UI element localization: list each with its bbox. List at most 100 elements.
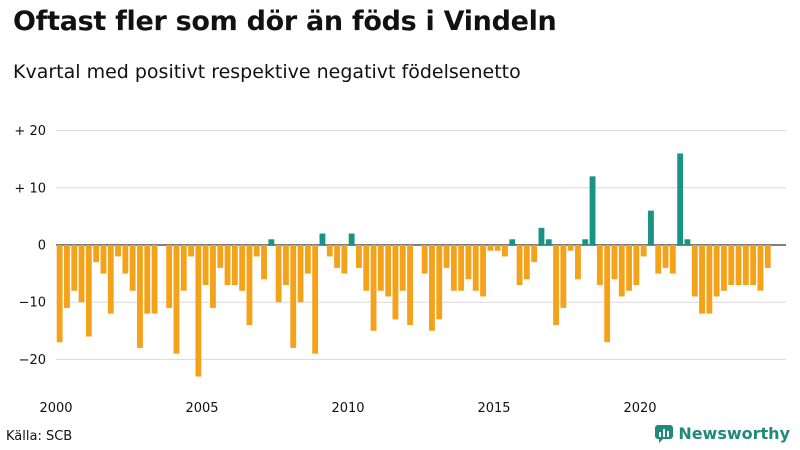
bar [648, 210, 654, 245]
x-tick-label: 2015 [477, 401, 510, 416]
bar [713, 245, 720, 297]
bar [545, 239, 552, 245]
bar [356, 245, 362, 268]
bar [304, 245, 311, 274]
bar [706, 245, 713, 314]
bar [122, 245, 129, 274]
bar [611, 245, 618, 280]
chart-subtitle: Kvartal med positivt respektive negativt… [13, 61, 521, 83]
bar [341, 245, 348, 274]
bar [56, 245, 63, 343]
bar [195, 245, 202, 377]
bar [662, 245, 669, 268]
bar [691, 245, 698, 297]
bar [78, 245, 85, 303]
bar [735, 245, 742, 286]
bar [151, 245, 158, 314]
bar [239, 245, 246, 291]
bar [144, 245, 151, 314]
bar [137, 245, 143, 348]
gridlines [56, 130, 786, 360]
newsworthy-logo-icon [655, 425, 674, 443]
brand-logo[interactable]: Newsworthy [654, 423, 790, 443]
bar [443, 245, 450, 268]
bar [553, 245, 559, 326]
bar [231, 245, 238, 286]
bar [283, 245, 289, 286]
bar [210, 245, 216, 308]
bar [377, 245, 384, 291]
bar [516, 245, 523, 286]
bar [604, 245, 611, 343]
bar [93, 245, 100, 263]
bar [290, 245, 297, 348]
y-tick-label: + 10 [14, 181, 46, 196]
bar [465, 245, 472, 280]
bar [407, 245, 413, 326]
bar [297, 245, 304, 303]
bar [385, 245, 392, 297]
bar [166, 245, 173, 308]
bar [429, 245, 435, 331]
y-tick-label: −10 [19, 296, 46, 311]
bar [480, 245, 486, 297]
bar [370, 245, 377, 331]
bar [472, 245, 479, 291]
bar [392, 245, 399, 320]
bar [71, 245, 78, 291]
bar [721, 245, 727, 291]
bar [575, 245, 581, 280]
bar [246, 245, 253, 326]
brand-name: Newsworthy [678, 423, 790, 443]
bar [85, 245, 92, 337]
bar [100, 245, 107, 274]
bar [261, 245, 267, 280]
bar [129, 245, 136, 291]
bar [173, 245, 180, 354]
bar [750, 245, 757, 286]
bar [509, 239, 516, 245]
bar [202, 245, 209, 286]
bar [450, 245, 457, 291]
bar [180, 245, 187, 291]
bar [421, 245, 428, 274]
bar [458, 245, 465, 291]
bar [64, 245, 70, 308]
bar [669, 245, 676, 274]
bar [326, 245, 333, 257]
bar [436, 245, 443, 320]
bar [560, 245, 567, 308]
bar [742, 245, 749, 286]
bar [764, 245, 771, 268]
x-tick-label: 2000 [39, 401, 72, 416]
bar [188, 245, 194, 257]
bar [217, 245, 224, 268]
bar [596, 245, 603, 286]
bar [253, 245, 260, 257]
chart-title: Oftast fler som dör än föds i Vindeln [13, 6, 557, 37]
x-tick-label: 2005 [185, 401, 218, 416]
bars [56, 153, 771, 377]
bar [757, 245, 764, 291]
bar [589, 176, 596, 245]
bar [531, 245, 538, 263]
bar [502, 245, 508, 257]
bar [538, 227, 545, 245]
bar [275, 245, 282, 303]
y-axis-ticks: + 20 + 10 0 −10 −20 [14, 124, 46, 368]
y-tick-label: + 20 [14, 124, 46, 139]
bar [487, 245, 494, 251]
bar [567, 245, 574, 251]
source-note: Källa: SCB [6, 429, 73, 444]
bar [319, 233, 326, 245]
bar [312, 245, 319, 354]
bar [348, 233, 355, 245]
x-tick-label: 2020 [623, 401, 656, 416]
bar [107, 245, 114, 314]
bar [633, 245, 640, 286]
y-tick-label: −20 [19, 353, 46, 368]
bar [115, 245, 121, 257]
bar [399, 245, 406, 291]
bar [363, 245, 370, 291]
bar-chart: + 20 + 10 0 −10 −20 2000 2005 2010 2015 2020 [14, 124, 786, 416]
